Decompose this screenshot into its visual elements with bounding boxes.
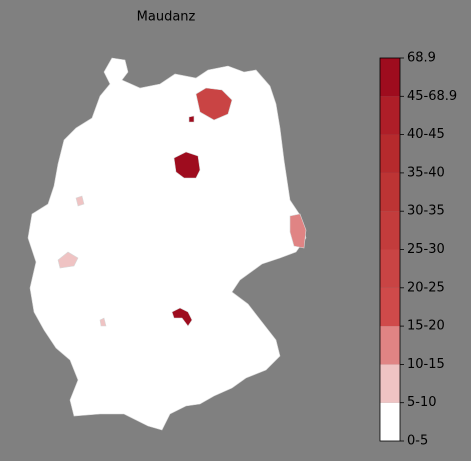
region-mid bbox=[195, 87, 233, 121]
legend-label: 25-30 bbox=[407, 242, 445, 257]
legend-label: 45-68.9 bbox=[407, 89, 457, 104]
legend-label: 5-10 bbox=[407, 395, 437, 410]
legend-swatch bbox=[380, 364, 400, 403]
legend-label: 30-35 bbox=[407, 204, 445, 219]
region-high bbox=[173, 151, 201, 179]
legend-swatch bbox=[380, 402, 400, 441]
legend-label: 35-40 bbox=[407, 165, 445, 180]
region-lighter bbox=[57, 251, 79, 269]
legend-frame bbox=[379, 57, 401, 442]
germany-map bbox=[27, 57, 307, 431]
legend-swatch bbox=[380, 96, 400, 135]
region-high-small bbox=[188, 115, 195, 123]
legend-label: 40-45 bbox=[407, 127, 445, 142]
legend-swatch bbox=[380, 134, 400, 173]
legend-swatch bbox=[380, 287, 400, 327]
legend-label: 15-20 bbox=[407, 319, 445, 334]
color-legend: 0-5 5-10 10-15 15-20 20-25 25-30 30-35 35-40 40-… bbox=[380, 51, 457, 449]
legend-swatch bbox=[380, 211, 400, 250]
region-lighter-west bbox=[75, 195, 85, 207]
legend-label: 20-25 bbox=[407, 280, 445, 295]
region-light bbox=[289, 213, 307, 249]
country-outline bbox=[27, 57, 307, 431]
legend-swatch bbox=[380, 58, 400, 97]
legend-swatch bbox=[380, 326, 400, 365]
legend-swatch bbox=[380, 249, 400, 288]
legend-swatch bbox=[380, 172, 400, 212]
legend-label: 0-5 bbox=[407, 434, 428, 449]
legend-label: 68.9 bbox=[407, 51, 436, 66]
map-title: Maudanz bbox=[137, 10, 196, 25]
region-lighter-south bbox=[99, 317, 107, 327]
legend-label: 10-15 bbox=[407, 357, 445, 372]
region-high-south bbox=[171, 307, 193, 327]
